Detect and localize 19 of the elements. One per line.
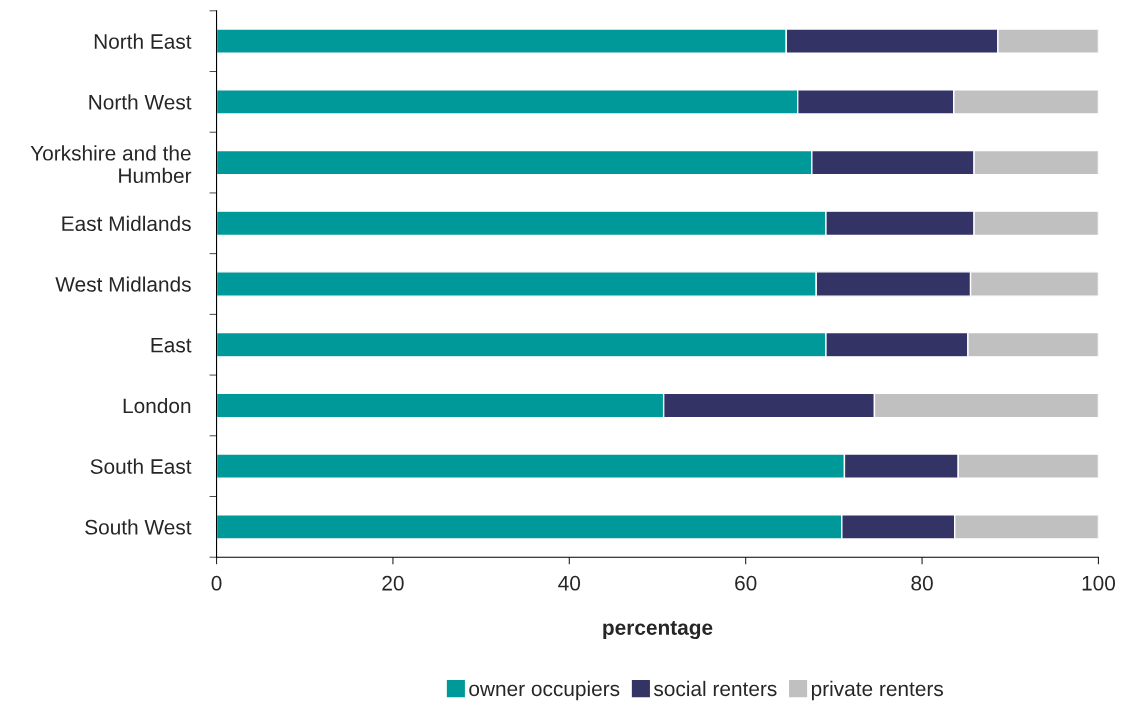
y-tick-label: South West <box>85 519 192 535</box>
y-tick-label: North East <box>94 33 192 49</box>
y-tick-label: East <box>151 337 192 353</box>
x-axis-title: percentage <box>603 621 713 640</box>
y-tick-label: Yorkshire and the Humber <box>30 145 192 184</box>
legend-label: social renters <box>653 680 777 697</box>
x-tick-label: 100 <box>1082 575 1115 591</box>
x-tick-label: 20 <box>382 575 404 591</box>
x-tick-label: 80 <box>911 575 933 591</box>
x-tick-label: 40 <box>558 575 581 591</box>
x-tick-label: 60 <box>735 575 757 591</box>
y-tick-label: East Midlands <box>62 215 191 232</box>
y-tick-label: North West <box>89 94 192 110</box>
y-tick-label: London <box>123 397 191 414</box>
y-tick-label: West Midlands <box>55 276 191 292</box>
legend-label: owner occupiers <box>469 680 620 701</box>
legend-label: private renters <box>811 680 944 701</box>
x-tick-label: 0 <box>211 575 222 591</box>
y-tick-label: South East <box>90 458 192 474</box>
